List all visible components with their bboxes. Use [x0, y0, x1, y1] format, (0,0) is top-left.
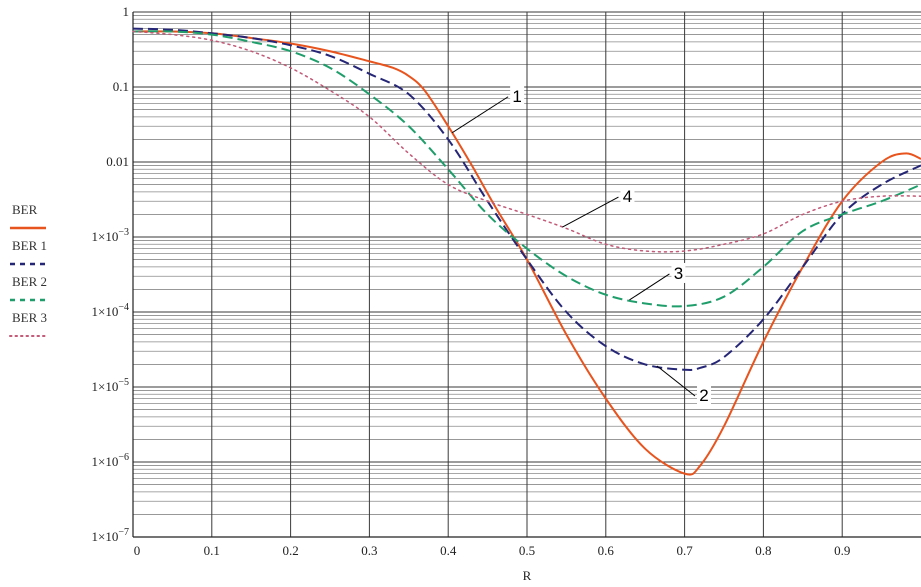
y-tick-label: 1×10−5 — [92, 377, 129, 394]
y-tick-label: 0.1 — [113, 79, 129, 94]
y-tick-label: 1×10−7 — [92, 527, 129, 544]
x-axis-label: R — [523, 568, 532, 583]
series-line-3 — [132, 30, 921, 308]
series-line-1 — [132, 30, 921, 476]
y-tick-label: 1 — [123, 4, 130, 19]
x-tick-label: 0.5 — [519, 543, 535, 558]
legend-label-4: BER 3 — [12, 310, 47, 325]
y-tick-label: 0.01 — [106, 154, 129, 169]
x-tick-labels: 0 0.1 0.2 0.3 0.4 0.5 0.6 0.7 0.8 0.9 — [134, 543, 851, 558]
y-tick-label: 1×10−3 — [92, 227, 129, 244]
plot-frame — [132, 12, 921, 538]
callout-label-bg-3 — [671, 262, 686, 283]
x-tick-label: 0.7 — [676, 543, 693, 558]
legend-label-1: BER — [12, 202, 38, 217]
y-tick-labels: 1 0.1 0.01 1×10−3 1×10−4 1×10−5 1×10−6 1×10−7 — [92, 4, 129, 544]
x-tick-label: 0 — [134, 543, 141, 558]
y-tick-label: 1×10−6 — [92, 452, 129, 469]
x-tick-label: 0.4 — [440, 543, 457, 558]
x-tick-label: 0.6 — [598, 543, 615, 558]
callout-line-1 — [451, 96, 509, 134]
legend-label-3: BER 2 — [12, 274, 47, 289]
callout-label-1: 1 — [512, 87, 521, 106]
series-line-4 — [132, 30, 921, 253]
callout-label-bg-4 — [620, 186, 635, 207]
callout-label-bg-1 — [510, 85, 525, 106]
legend-label-2: BER 1 — [12, 238, 47, 253]
series-group — [132, 27, 921, 476]
annotation-group: 1 2 3 4 — [451, 85, 712, 406]
callout-line-3 — [629, 273, 670, 301]
x-tick-label: 0.9 — [834, 543, 850, 558]
legend: BER BER 1 BER 2 BER 3 — [9, 202, 47, 337]
series-line-2 — [132, 27, 921, 371]
callout-line-4 — [562, 196, 619, 228]
callout-label-bg-2 — [697, 385, 712, 406]
callout-label-4: 4 — [623, 187, 632, 206]
y-tick-label: 1×10−4 — [92, 302, 129, 319]
callout-label-2: 2 — [699, 386, 708, 405]
x-tick-label: 0.8 — [755, 543, 771, 558]
x-tick-label: 0.2 — [282, 543, 298, 558]
x-tick-label: 0.3 — [361, 543, 377, 558]
x-tick-label: 0.1 — [204, 543, 220, 558]
callout-line-2 — [656, 365, 696, 397]
callout-label-3: 3 — [674, 264, 683, 283]
